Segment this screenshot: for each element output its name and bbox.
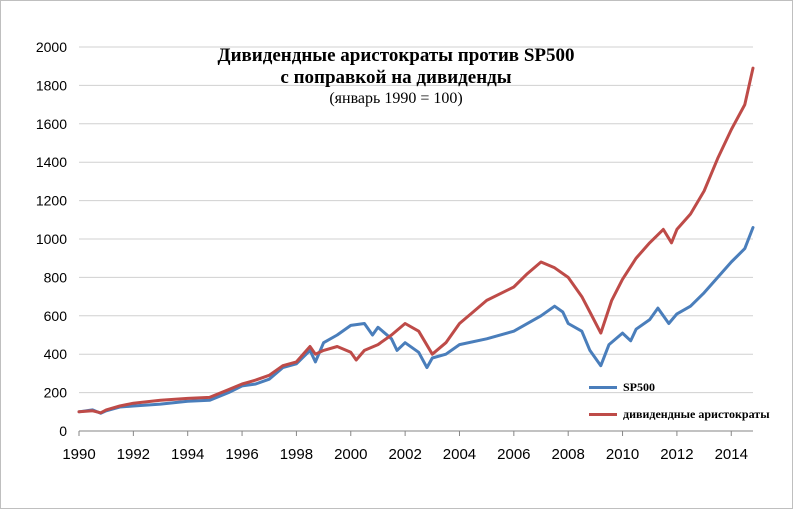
y-tick-label: 800 (44, 269, 68, 285)
legend-label-sp500: SP500 (623, 379, 656, 394)
y-tick-label: 0 (59, 423, 67, 439)
y-tick-label: 1600 (36, 116, 67, 132)
x-tick-label: 1996 (225, 446, 258, 463)
x-tick-label: 2006 (497, 446, 530, 463)
y-tick-label: 1400 (36, 154, 67, 170)
y-tick-label: 200 (44, 385, 68, 401)
legend-swatch-dividend-aristocrats (589, 412, 617, 416)
legend-item-dividend-aristocrats: дивидендные аристократы (589, 406, 770, 422)
x-tick-label: 2002 (388, 446, 421, 463)
x-tick-label: 2010 (606, 446, 639, 463)
series-line-0 (77, 226, 755, 415)
x-tick-label: 1994 (171, 446, 204, 463)
x-tick-label: 1998 (280, 446, 313, 463)
x-tick-label: 1992 (117, 446, 150, 463)
chart-title: Дивидендные аристократы против SP500 (217, 45, 575, 66)
chart-subtitle: (январь 1990 = 100) (329, 90, 463, 107)
y-tick-label: 1800 (36, 77, 67, 93)
x-tick-label: 2012 (660, 446, 693, 463)
legend-swatch-sp500 (589, 385, 617, 389)
y-tick-label: 1000 (36, 231, 67, 247)
series-line-1 (77, 66, 755, 415)
x-tick-label: 2000 (334, 446, 367, 463)
x-tick-label: 2014 (715, 446, 748, 463)
y-tick-label: 1200 (36, 193, 67, 209)
y-tick-label: 600 (44, 308, 68, 324)
x-tick-label: 2008 (552, 446, 585, 463)
y-tick-label: 400 (44, 346, 68, 362)
y-tick-label: 2000 (36, 39, 67, 55)
x-tick-label: 1990 (62, 446, 95, 463)
legend-item-sp500: SP500 (589, 379, 655, 395)
chart-title-block: Дивидендные аристократы против SP500 с п… (151, 45, 641, 108)
x-tick-label: 2004 (443, 446, 476, 463)
legend-label-dividend-aristocrats: дивидендные аристократы (623, 406, 770, 421)
chart-title-line-2: с поправкой на дивиденды (280, 67, 512, 88)
